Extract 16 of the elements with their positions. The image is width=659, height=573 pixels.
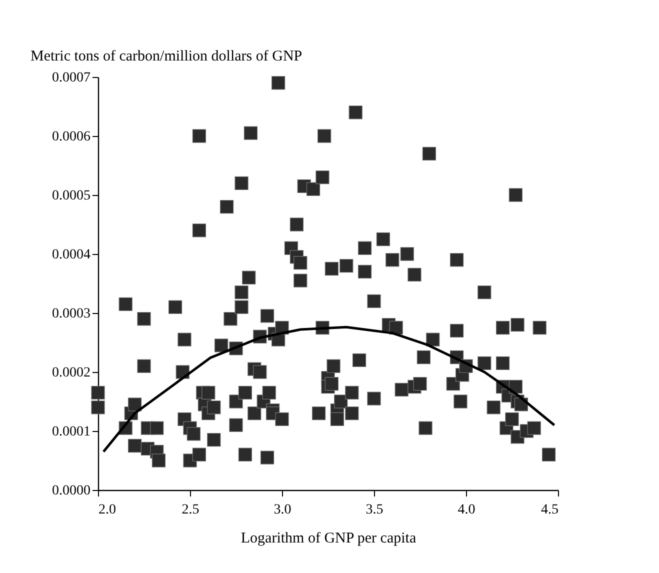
x-tick-label: 2.0 (98, 502, 116, 518)
x-tick-label: 2.5 (182, 502, 200, 518)
y-tick-label: 0.0003 (52, 306, 90, 322)
y-tick-label: 0.0000 (52, 484, 90, 498)
x-axis-title: Logarithm of GNP per capita (240, 530, 416, 546)
y-tick-label: 0.0005 (52, 188, 90, 204)
y-axis-title: Metric tons of carbon/million dollars of GNP (30, 48, 302, 64)
y-tick-label: 0.0007 (52, 70, 90, 86)
x-tick-label: 3.0 (274, 502, 292, 518)
y-tick-label: 0.0002 (52, 366, 90, 380)
y-tick-label: 0.0004 (52, 248, 90, 262)
x-tick-label: 3.5 (366, 502, 384, 518)
y-tick-label: 0.0006 (52, 130, 90, 144)
x-tick-label: 4.5 (541, 502, 558, 518)
y-tick-label: 0.0001 (52, 424, 90, 440)
x-tick-label: 4.0 (458, 502, 476, 518)
